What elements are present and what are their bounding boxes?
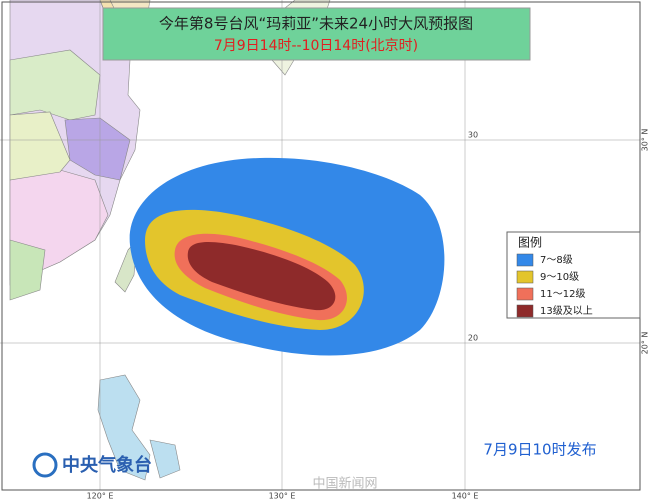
title: 今年第8号台风“玛莉亚”未来24小时大风预报图 bbox=[159, 15, 473, 33]
zone-13-plus bbox=[187, 242, 336, 311]
wind-zones bbox=[129, 157, 445, 356]
lat-label: 30° N bbox=[641, 129, 650, 152]
legend: 图例 7～8级 9～10级 11～12级 13级及以上 bbox=[506, 231, 641, 319]
legend-label: 11～12级 bbox=[540, 288, 585, 300]
legend-swatch bbox=[516, 304, 534, 318]
lon-label: 140° E bbox=[452, 492, 479, 501]
legend-label: 9～10级 bbox=[540, 271, 579, 283]
legend-swatch bbox=[516, 253, 534, 267]
grid-label: 30 bbox=[468, 131, 478, 140]
watermark: 中国新闻网 bbox=[312, 476, 377, 492]
lon-label: 130° E bbox=[269, 492, 296, 501]
legend-swatch bbox=[516, 287, 534, 301]
legend-swatch bbox=[516, 270, 534, 284]
agency-name: 中央气象台 bbox=[62, 454, 152, 476]
agency-logo bbox=[32, 452, 58, 478]
legend-label: 13级及以上 bbox=[540, 305, 593, 317]
subtitle: 7月9日14时--10日14时(北京时) bbox=[214, 38, 418, 54]
title-box bbox=[102, 7, 531, 61]
lon-label: 120° E bbox=[87, 492, 114, 501]
issued-time: 7月9日10时发布 bbox=[483, 441, 596, 459]
grid-label: 20 bbox=[468, 334, 478, 343]
legend-title: 图例 bbox=[518, 236, 542, 250]
legend-label: 7～8级 bbox=[540, 254, 573, 266]
lat-label: 20° N bbox=[641, 332, 650, 355]
